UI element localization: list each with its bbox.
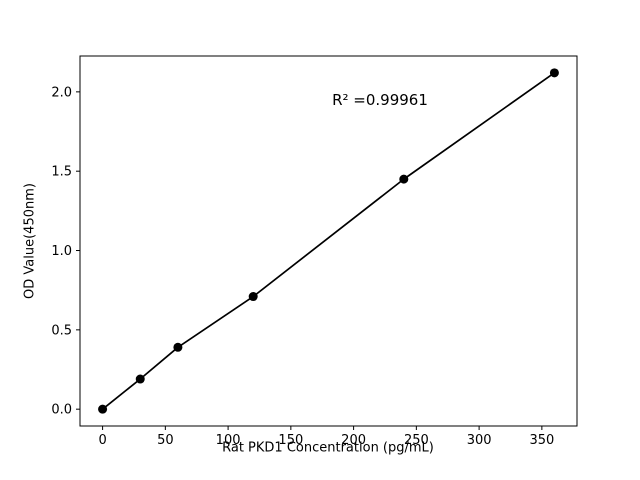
x-tick-label: 0 [98,433,106,448]
y-tick-label: 2.0 [51,85,72,100]
x-tick-label: 100 [216,433,241,448]
data-point-marker [549,68,559,78]
data-point-marker [173,342,183,352]
x-tick-label: 150 [278,433,303,448]
y-tick-label: 1.0 [51,244,72,259]
y-tick-label: 1.5 [51,165,72,180]
standard-curve-line [101,71,556,411]
x-tick-label: 350 [529,433,554,448]
data-point-marker [135,374,145,384]
plot-background [80,56,577,426]
axes-spines [79,55,578,427]
r-squared-annotation: R² =0.99961 [332,91,428,109]
x-tick-label: 250 [404,433,429,448]
y-tick-label: 0.0 [51,403,72,418]
x-tick-label: 200 [341,433,366,448]
y-tick-label: 0.5 [51,323,72,338]
data-point-marker [248,292,258,302]
x-axis-label: Rat PKD1 Concentration (pg/mL) [222,440,434,456]
data-point-marker [98,404,108,414]
x-tick-label: 50 [157,433,174,448]
y-axis-label: OD Value(450nm) [22,183,38,299]
data-point-marker [399,174,409,184]
x-tick-label: 300 [467,433,492,448]
